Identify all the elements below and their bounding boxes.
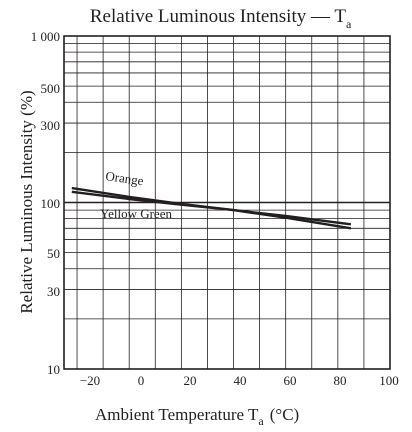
plot-area-frame bbox=[63, 35, 391, 370]
x-tick-label: 20 bbox=[184, 373, 197, 388]
series-label-orange: Orange bbox=[105, 168, 145, 188]
x-axis-label-subscript: a bbox=[258, 414, 264, 428]
grid bbox=[64, 36, 390, 369]
y-tick-label: 300 bbox=[41, 118, 61, 133]
chart-title: Relative Luminous Intensity — T bbox=[90, 6, 347, 27]
x-tick-label: 40 bbox=[234, 373, 247, 388]
x-tick-label: 80 bbox=[334, 373, 347, 388]
y-tick-label: 50 bbox=[47, 246, 60, 261]
x-axis-label-main: Ambient Temperature T bbox=[95, 405, 259, 424]
y-tick-label: 30 bbox=[47, 284, 60, 299]
x-axis-ticks: −20 0 20 40 60 80 100 bbox=[80, 373, 399, 388]
x-axis-label: Ambient Temperature Ta (°C) bbox=[95, 405, 299, 428]
y-tick-label: 500 bbox=[41, 81, 61, 96]
x-tick-label: 60 bbox=[284, 373, 297, 388]
y-tick-label: 1 000 bbox=[31, 29, 60, 44]
y-axis-ticks: 1 000 500 300 100 50 30 10 bbox=[31, 29, 60, 377]
y-axis-label: Relative Luminous Intensity (%) bbox=[17, 90, 36, 313]
series-layer bbox=[71, 186, 352, 230]
chart-title-subscript: a bbox=[346, 17, 352, 31]
x-axis-label-unit: (°C) bbox=[270, 405, 299, 424]
series-line-yellow-green bbox=[71, 190, 352, 226]
x-tick-label: 100 bbox=[379, 373, 399, 388]
x-tick-label: −20 bbox=[80, 373, 100, 388]
y-tick-label: 10 bbox=[47, 362, 60, 377]
series-label-yellow-green: Yellow Green bbox=[100, 206, 172, 221]
x-tick-label: 0 bbox=[138, 373, 145, 388]
y-tick-label: 100 bbox=[41, 196, 61, 211]
